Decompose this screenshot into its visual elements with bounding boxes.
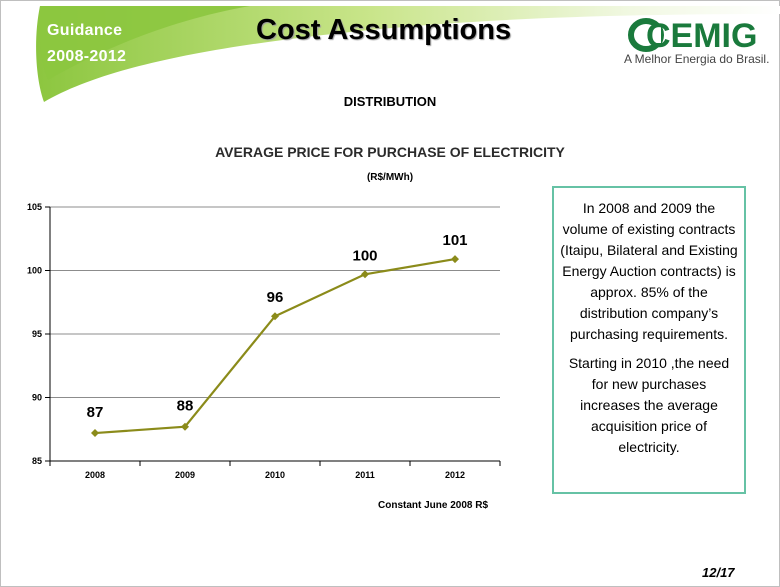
x-tick-label: 2011 [355, 470, 375, 480]
data-label: 87 [87, 404, 104, 421]
data-label: 96 [267, 289, 284, 306]
y-tick-label: 100 [27, 266, 42, 276]
y-tick-label: 90 [32, 393, 42, 403]
logo-tagline: A Melhor Energia do Brasil. [624, 52, 770, 66]
chart-note: Constant June 2008 R$ [378, 500, 489, 511]
x-tick-label: 2010 [265, 470, 285, 480]
data-label: 88 [177, 398, 194, 415]
series-line [94, 257, 456, 435]
data-point [451, 255, 459, 264]
data-label: 101 [442, 232, 467, 249]
data-point [181, 422, 189, 431]
y-tick-label: 85 [32, 456, 42, 466]
chart-unit: (R$/MWh) [366, 172, 414, 183]
guidance-label: Guidance 2008-2012 [47, 18, 126, 70]
guidance-line-2: 2008-2012 [47, 48, 127, 65]
commentary-paragraph-1: In 2008 and 2009 the volume of existing … [560, 200, 738, 342]
data-label: 100 [352, 247, 377, 264]
x-tick-label: 2009 [175, 470, 195, 480]
logo-text: CEMIG [646, 17, 757, 54]
commentary-paragraph-2: Starting in 2010 ,the need for new purch… [568, 355, 730, 455]
y-tick-label: 105 [27, 202, 42, 212]
guidance-line-1: Guidance [47, 22, 123, 39]
x-tick-label: 2012 [445, 470, 465, 480]
commentary-box: In 2008 and 2009 the volume of existing … [552, 186, 746, 494]
page-number: 12/17 [702, 565, 735, 580]
header-banner [36, 6, 780, 102]
data-point [271, 312, 279, 321]
cemig-logo: CEMIG [628, 17, 757, 54]
chart-title: AVERAGE PRICE FOR PURCHASE OF ELECTRICIT… [215, 144, 565, 160]
x-tick-label: 2008 [85, 470, 105, 480]
data-point [91, 429, 99, 438]
section-label: DISTRIBUTION [343, 94, 437, 109]
line-chart: 85 90 95 100 105 2008 2009 2010 2011 2012 87 88 96 10… [27, 202, 501, 480]
slide-title: Cost Assumptions [256, 14, 512, 46]
y-tick-label: 95 [32, 329, 42, 339]
data-point [361, 270, 369, 279]
